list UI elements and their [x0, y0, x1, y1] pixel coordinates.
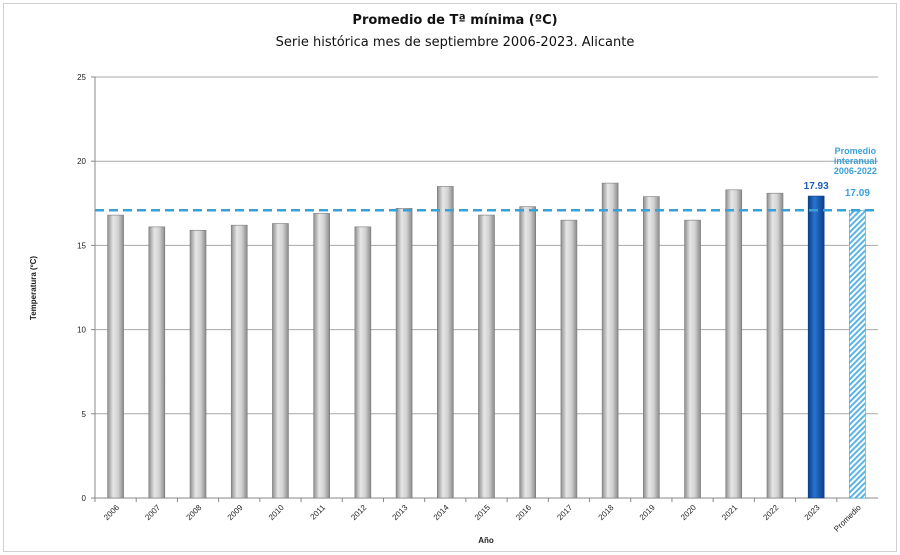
- y-tick-label: 25: [77, 73, 86, 82]
- y-tick-label: 20: [77, 157, 86, 166]
- bar: [313, 213, 330, 499]
- x-tick-label: 2008: [184, 503, 203, 522]
- x-tick-label: 2014: [432, 503, 451, 522]
- x-tick-label: 2011: [309, 503, 328, 522]
- bar: [230, 224, 248, 499]
- bar: [436, 186, 454, 499]
- x-tick-label: 2021: [720, 503, 739, 522]
- bar: [272, 223, 289, 499]
- bar: [354, 226, 372, 499]
- reference-line-label: Promedio interanual 2006-2022: [834, 146, 877, 176]
- bar: [725, 189, 743, 499]
- y-tick-label: 10: [77, 326, 86, 335]
- average-value-label: 17.09: [845, 188, 870, 199]
- bar-highlight: [807, 195, 825, 499]
- x-tick-label: 2006: [102, 503, 121, 522]
- bar: [395, 208, 413, 499]
- bar: [519, 206, 537, 499]
- highlight-value-label: 17.93: [804, 181, 829, 192]
- bar: [478, 214, 495, 499]
- x-tick-label: Promedio: [832, 503, 863, 534]
- bar: [560, 219, 578, 499]
- x-tick-label: 2009: [226, 503, 245, 522]
- x-tick-label: 2017: [555, 503, 574, 522]
- y-tick-label: 15: [77, 241, 86, 250]
- y-tick-label: 5: [82, 410, 87, 419]
- bar: [148, 226, 166, 499]
- bar: [189, 229, 207, 499]
- x-tick-label: 2013: [391, 503, 410, 522]
- x-tick-label: 2015: [473, 503, 492, 522]
- reference-line-label-line: Promedio: [835, 146, 877, 156]
- bars: [107, 182, 866, 499]
- x-tick-label: 2012: [349, 503, 368, 522]
- bar: [643, 196, 660, 499]
- x-axis-label: Año: [478, 536, 494, 545]
- bar: [766, 192, 784, 499]
- bar-average: [849, 209, 866, 499]
- chart-title: Promedio de Tª mínima (ºC): [352, 13, 557, 28]
- x-tick-label: 2018: [597, 503, 616, 522]
- bar: [107, 214, 124, 499]
- reference-line-label-line: 2006-2022: [834, 166, 877, 176]
- y-axis-label: Temperatura (ºC): [29, 256, 38, 320]
- x-tick-label: 2020: [679, 503, 698, 522]
- x-tick-label: 2016: [514, 503, 533, 522]
- x-tick-label: 2019: [638, 503, 657, 522]
- x-axis-ticks: 2006 2007 2008 2009 2010 2011 2012 2013 2014 2015…: [94, 498, 863, 534]
- bar: [601, 182, 619, 499]
- chart-subtitle: Serie histórica mes de septiembre 2006-2…: [276, 35, 635, 50]
- x-tick-label: 2022: [761, 503, 780, 522]
- x-tick-label: 2010: [267, 503, 286, 522]
- y-axis-ticks: 0 5 10 15 20 25: [77, 73, 95, 503]
- reference-line-label-line: interanual: [834, 156, 877, 166]
- y-tick-label: 0: [82, 494, 87, 503]
- bar: [684, 219, 701, 499]
- x-tick-label: 2023: [803, 503, 822, 522]
- x-tick-label: 2007: [143, 503, 162, 522]
